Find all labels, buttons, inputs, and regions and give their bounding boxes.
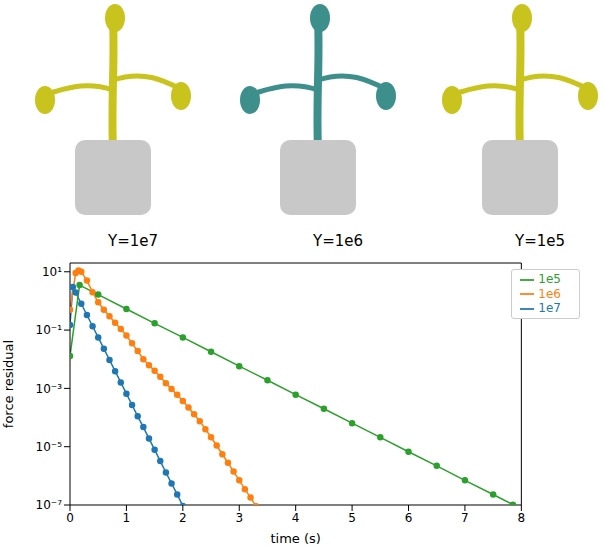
html-text:1e6: 1e6 bbox=[538, 286, 561, 301]
svg-text:10⁻³: 10⁻³ bbox=[36, 382, 63, 396]
html-text:1e7: 1e7 bbox=[538, 301, 561, 315]
svg-text:10¹: 10¹ bbox=[42, 265, 62, 279]
html-text:1e5: 1e5 bbox=[538, 272, 561, 286]
svg-text:8: 8 bbox=[518, 511, 526, 525]
svg-text:0: 0 bbox=[66, 511, 74, 525]
svg-text:3: 3 bbox=[235, 511, 243, 525]
svg-text:4: 4 bbox=[292, 511, 300, 525]
html-text:Y=1e5: Y=1e5 bbox=[515, 232, 565, 250]
svg-text:7: 7 bbox=[461, 511, 469, 525]
svg-text:5: 5 bbox=[348, 511, 356, 525]
svg-text:10⁻⁷: 10⁻⁷ bbox=[36, 498, 63, 512]
svg-text:10⁻⁵: 10⁻⁵ bbox=[36, 440, 63, 454]
svg-text:force residual: force residual bbox=[1, 340, 16, 428]
svg-text:6: 6 bbox=[405, 511, 413, 525]
html-text:Y=1e7: Y=1e7 bbox=[108, 232, 158, 250]
svg-text:1: 1 bbox=[123, 511, 131, 525]
svg-text:time (s): time (s) bbox=[270, 531, 320, 546]
svg-text:10⁻¹: 10⁻¹ bbox=[36, 323, 63, 337]
html-text:Y=1e6: Y=1e6 bbox=[313, 232, 363, 250]
svg-text:2: 2 bbox=[179, 511, 187, 525]
